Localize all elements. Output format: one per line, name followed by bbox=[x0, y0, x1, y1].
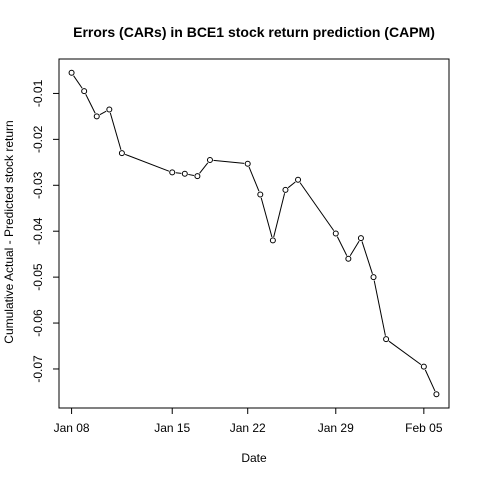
data-point bbox=[332, 230, 339, 237]
series-segment bbox=[248, 166, 260, 192]
data-point bbox=[357, 235, 364, 242]
y-axis-label: Cumulative Actual - Predicted stock retu… bbox=[2, 120, 16, 343]
series-segment bbox=[85, 94, 96, 114]
y-tick-label: -0.02 bbox=[31, 125, 45, 153]
x-tick-label: Feb 05 bbox=[405, 421, 443, 435]
data-point bbox=[420, 363, 427, 370]
series-segment bbox=[424, 369, 436, 392]
series-segment bbox=[349, 240, 360, 257]
y-tick-label: -0.06 bbox=[31, 309, 45, 337]
series-segment bbox=[260, 197, 273, 238]
data-point bbox=[433, 391, 440, 398]
data-point bbox=[181, 170, 188, 177]
data-point bbox=[370, 274, 377, 281]
data-point bbox=[194, 173, 201, 180]
data-point bbox=[295, 176, 302, 183]
series-segment bbox=[199, 162, 209, 174]
series-segment bbox=[109, 112, 122, 150]
data-point bbox=[118, 150, 125, 157]
data-point bbox=[81, 88, 88, 95]
data-point bbox=[383, 336, 390, 343]
data-point bbox=[244, 160, 251, 167]
x-tick-label: Jan 08 bbox=[54, 421, 90, 435]
y-tick-label: -0.05 bbox=[31, 263, 45, 291]
series-segment bbox=[373, 280, 386, 336]
y-axis: -0.07 -0.06 -0.05 -0.04 -0.03 -0.02 -0.01 bbox=[31, 79, 60, 383]
data-point bbox=[345, 255, 352, 262]
data-point bbox=[106, 106, 113, 113]
plot-frame bbox=[58, 58, 450, 409]
chart-title: Errors (CARs) in BCE1 stock return predi… bbox=[73, 24, 435, 40]
data-point bbox=[257, 191, 264, 198]
series-segment bbox=[287, 181, 296, 189]
series-segment bbox=[361, 241, 373, 274]
series-segment bbox=[188, 173, 195, 176]
data-point bbox=[93, 113, 100, 120]
x-axis-label: Date bbox=[241, 451, 267, 465]
series-segment bbox=[336, 236, 348, 256]
y-tick-label: -0.07 bbox=[31, 355, 45, 383]
x-tick-label: Jan 22 bbox=[230, 421, 266, 435]
series-segment bbox=[299, 182, 335, 231]
x-axis: Jan 08 Jan 15 Jan 22 Jan 29 Feb 05 bbox=[54, 407, 443, 435]
y-tick-label: -0.03 bbox=[31, 171, 45, 199]
data-point bbox=[269, 237, 276, 244]
series-segment bbox=[99, 110, 107, 116]
series-segment bbox=[175, 172, 182, 174]
y-tick-label: -0.01 bbox=[31, 79, 45, 107]
y-tick-label: -0.04 bbox=[31, 217, 45, 245]
data-point bbox=[206, 157, 213, 164]
data-point bbox=[169, 169, 176, 176]
x-tick-label: Jan 15 bbox=[154, 421, 190, 435]
data-point bbox=[68, 69, 75, 76]
x-tick-label: Jan 29 bbox=[318, 421, 354, 435]
data-point bbox=[282, 186, 289, 193]
series-segment bbox=[73, 75, 83, 89]
series-segment bbox=[213, 159, 245, 164]
series-segment bbox=[273, 193, 286, 238]
series-segment bbox=[124, 153, 170, 172]
series-segment bbox=[388, 340, 422, 366]
data-series bbox=[68, 69, 440, 398]
